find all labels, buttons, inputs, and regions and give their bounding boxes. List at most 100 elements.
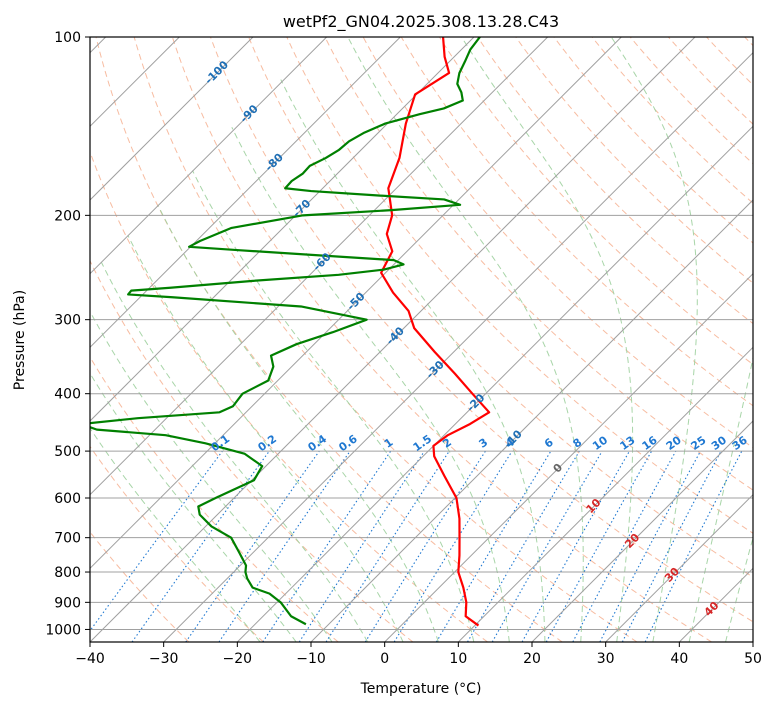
mixing-ratio-label: 20: [664, 433, 684, 453]
x-tick-label: 20: [523, 651, 541, 667]
moist-adiabat: [688, 355, 753, 642]
x-tick-label: 30: [597, 651, 615, 667]
isotherm-line: [678, 567, 753, 642]
isotherm-line: [90, 37, 254, 201]
mixing-ratio-line: [298, 450, 425, 642]
moist-adiabat: [725, 536, 753, 642]
plot-area: 0.1 0.2 0.4 0.6 1 1.5 2 3 4 6 8 10 13 16 20 25 30 36-100-…: [90, 37, 753, 642]
y-tick-label: 800: [54, 565, 81, 581]
isotherm-line: [90, 37, 696, 642]
mixing-ratio-line: [572, 450, 677, 642]
isotherm-line: [236, 125, 753, 642]
isotherm-gridlines: [90, 37, 753, 642]
moist-adiabat: [90, 310, 333, 642]
mixing-ratio-lines: [90, 450, 743, 642]
plot-frame: [89, 36, 754, 643]
mixing-ratio-label: 8: [571, 436, 585, 451]
moist-adiabat: [610, 37, 698, 642]
moist-adiabat: [280, 79, 546, 642]
x-tick-label: −10: [296, 651, 326, 667]
moist-adiabat: [90, 427, 261, 642]
x-tick-label: 10: [449, 651, 467, 667]
dry-adiabat: [400, 37, 753, 407]
mixing-ratio-label: 3: [477, 436, 491, 451]
y-tick-label: 400: [54, 387, 81, 403]
mixing-ratio-line: [325, 450, 450, 642]
isobar-gridlines: [90, 37, 753, 630]
chart-title: wetPf2_GN04.2025.308.13.28.C43: [283, 12, 559, 32]
isotherm-line: [90, 37, 549, 496]
dry-adiabat: [668, 37, 753, 125]
isotherm-label: 10: [584, 496, 604, 516]
dry-adiabat: [95, 37, 563, 642]
mixing-ratio-line: [644, 450, 743, 642]
dry-adiabat: [90, 259, 414, 642]
dry-adiabat: [553, 37, 753, 244]
mixing-ratio-line: [218, 450, 351, 642]
isotherm-line: [90, 37, 622, 570]
x-tick-label: −30: [149, 651, 179, 667]
x-tick-label: 50: [744, 651, 762, 667]
mixing-ratio-line: [364, 450, 486, 642]
mixing-ratio-label: 2: [440, 436, 454, 451]
mixing-ratio-label: 36: [730, 433, 750, 453]
x-axis-ticks: −40 −30 −20 −10 0 10 20 30 40 50: [75, 642, 762, 667]
isotherm-line: [384, 272, 753, 642]
y-axis-label: Pressure (hPa): [12, 290, 28, 390]
moist-adiabat: [347, 37, 584, 642]
mixing-ratio-line: [521, 450, 630, 642]
isotherm-line: [752, 641, 753, 642]
mixing-ratio-label: 6: [542, 436, 556, 451]
dry-adiabat: [515, 37, 753, 284]
x-tick-label: 0: [380, 651, 389, 667]
y-tick-label: 300: [54, 313, 81, 329]
mixing-ratio-line: [599, 450, 702, 642]
isotherm-label: 30: [662, 565, 682, 585]
mixing-ratio-line: [393, 450, 513, 642]
x-tick-label: 40: [670, 651, 688, 667]
x-tick-label: −40: [75, 651, 105, 667]
dry-adiabat: [90, 531, 190, 642]
dry-adiabat: [210, 37, 753, 623]
y-tick-label: 700: [54, 531, 81, 547]
dry-adiabat: [90, 445, 264, 642]
mixing-ratio-line: [262, 450, 392, 642]
y-tick-label: 100: [54, 30, 81, 46]
dry-adiabat: [706, 37, 753, 86]
y-tick-label: 200: [54, 208, 81, 224]
x-tick-label: −20: [223, 651, 253, 667]
isotherm-line: [90, 37, 475, 422]
dry-adiabat: [324, 37, 753, 491]
line-labels: 0.1 0.2 0.4 0.6 1 1.5 2 3 4 6 8 10 13 16 20 25 30 36-100-…: [202, 58, 750, 619]
moist-adiabat: [157, 204, 439, 642]
isotherm-label: -80: [263, 150, 286, 173]
mixing-ratio-line: [90, 450, 223, 632]
dry-adiabat: [248, 37, 753, 578]
dewpoint-profile: [90, 37, 481, 626]
isotherm-line: [605, 493, 753, 642]
dry-adiabat: [477, 37, 753, 325]
mixing-ratio-label: 30: [709, 433, 729, 453]
moist-adiabat: [192, 170, 475, 642]
dry-adiabat: [133, 37, 638, 642]
mixing-ratio-line: [131, 450, 270, 642]
sounding-profiles: [90, 37, 491, 627]
y-tick-label: 1000: [45, 622, 81, 638]
temperature-profile: [380, 37, 491, 627]
dry-adiabat: [629, 37, 753, 165]
isotherm-line: [531, 420, 753, 642]
dry-adiabat: [171, 37, 712, 642]
mixing-ratio-line: [545, 450, 653, 642]
moist-adiabat: [461, 37, 634, 642]
mixing-ratio-label: 13: [617, 434, 637, 453]
mixing-ratio-line: [185, 450, 320, 642]
dry-adiabat: [90, 356, 339, 642]
isotherm-line: [90, 37, 328, 275]
x-axis-label: Temperature (°C): [360, 681, 482, 697]
y-tick-label: 500: [54, 444, 81, 460]
isotherm-line: [163, 51, 753, 642]
isotherm-label: 40: [702, 599, 722, 619]
isotherm-line: [90, 37, 401, 349]
y-axis-ticks: 1000 900 800 700 600 500 400 300 200 100: [45, 30, 90, 638]
